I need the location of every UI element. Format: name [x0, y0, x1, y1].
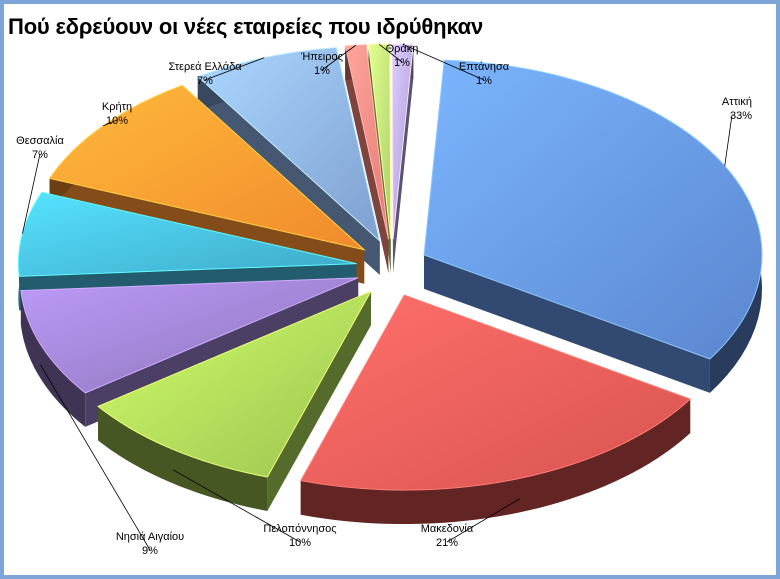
slice-label: Θεσσαλία — [16, 135, 64, 147]
leader-line — [446, 498, 520, 543]
slice-label: Στερεά Ελλάδα — [168, 61, 242, 73]
slice-value-label: 33% — [730, 110, 752, 122]
leader-line — [402, 43, 485, 81]
slice-label: Ήπειρος — [300, 51, 343, 63]
slice-value-label: 10% — [106, 115, 128, 127]
slice-value-label: 1% — [476, 75, 492, 87]
leader-line — [321, 44, 356, 71]
pie-slice — [368, 43, 392, 274]
leader-line — [204, 57, 265, 81]
chart-title: Πού εδρεύουν οι νέες εταιρείες που ιδρύθ… — [8, 14, 484, 39]
slice-value-label: 1% — [314, 65, 330, 77]
slice-label: Μακεδονία — [421, 523, 474, 535]
leader-line — [102, 119, 118, 127]
slice-value-label: 7% — [32, 149, 48, 161]
pie-slice — [423, 59, 763, 393]
slice-label: Επτάνησα — [459, 61, 510, 73]
pie-slice — [391, 43, 414, 274]
slice-value-label: 7% — [197, 75, 213, 87]
slice-label: Θράκη — [386, 43, 419, 55]
slice-value-label: 9% — [142, 545, 158, 557]
leader-line — [172, 469, 301, 543]
slice-label: Νησιά Αιγαίου — [116, 531, 184, 543]
slice-value-label: 1% — [394, 57, 410, 69]
slice-value-label: 10% — [289, 537, 311, 549]
leader-line — [40, 364, 151, 551]
pie-slice — [299, 294, 692, 525]
leader-line — [724, 114, 733, 166]
slice-value-label: 21% — [436, 537, 458, 549]
slice-label: Αττική — [722, 96, 752, 108]
slice-label: Κρήτη — [102, 101, 132, 113]
pie-slice — [344, 44, 390, 274]
leader-line — [22, 153, 41, 234]
leader-line — [378, 44, 403, 63]
slice-label: Πελοπόννησος — [263, 523, 336, 535]
pie-slice — [97, 290, 373, 511]
